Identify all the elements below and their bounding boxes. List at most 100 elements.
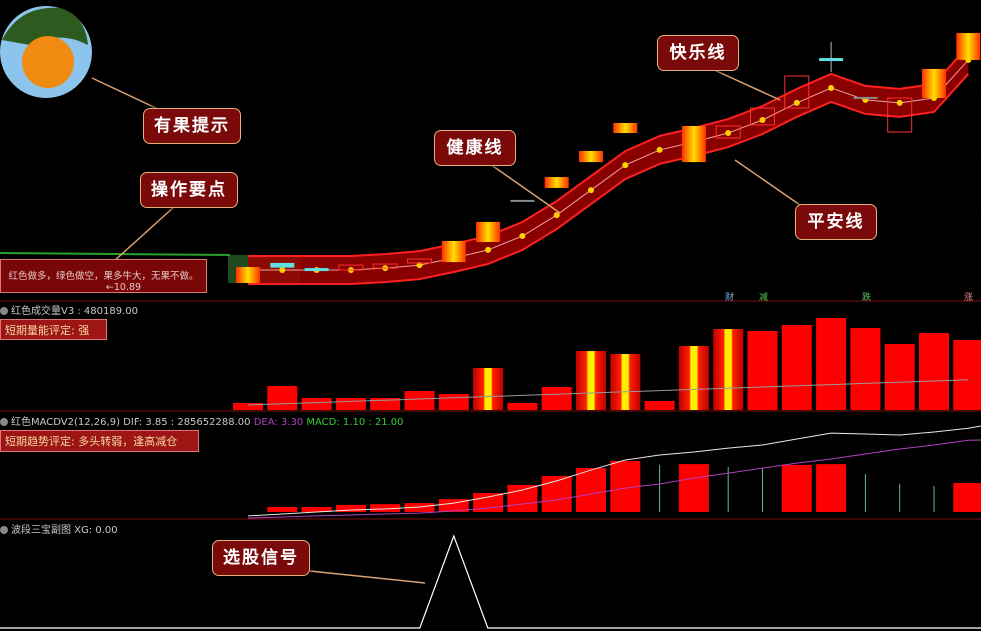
candle-hollow — [715, 125, 741, 139]
signal-die: 跌 — [862, 293, 872, 303]
happy-line — [248, 45, 970, 257]
candle-fruit — [441, 240, 466, 263]
volume-bar — [335, 398, 366, 410]
candle-fruit — [579, 150, 603, 163]
pointer-select — [299, 569, 426, 584]
ribbon — [248, 45, 969, 285]
macd-bar — [678, 464, 709, 512]
candle-fruit — [613, 122, 638, 134]
callout-happy-line: 快乐线 — [657, 35, 739, 71]
macd-bar — [541, 475, 572, 512]
volume-bar — [678, 346, 709, 410]
callout-select-signal: 选股信号 — [212, 540, 310, 576]
panel-settings-icon[interactable] — [0, 307, 8, 315]
health-dot — [759, 117, 766, 123]
volume-bars — [233, 318, 981, 410]
volume-bar — [850, 328, 881, 410]
macd-title-text: 红色MACDV2(12,26,9) — [11, 417, 120, 428]
health-dot — [588, 187, 594, 194]
xg-title-text: 波段三宝副图 XG: 0.00 — [11, 525, 118, 536]
callout-safe-line: 平安线 — [795, 204, 877, 240]
callout-key-points: 操作要点 — [140, 172, 238, 208]
xg-line — [0, 534, 981, 629]
volume-bar — [747, 331, 778, 410]
health-dot — [725, 130, 732, 137]
volume-bar — [781, 325, 812, 410]
volume-bar — [301, 398, 332, 410]
safe-line — [248, 73, 970, 285]
volume-bar — [507, 403, 538, 410]
volume-bar — [644, 401, 675, 410]
volume-ma-line — [247, 379, 969, 406]
pointer-happy — [711, 68, 781, 101]
health-dot — [519, 233, 526, 240]
dea-line — [247, 439, 981, 519]
macd-bar — [404, 503, 435, 512]
candle-hollow — [372, 263, 398, 269]
macd-bar — [438, 499, 469, 512]
macd-bar — [267, 507, 298, 512]
volume-bar — [713, 329, 744, 410]
macd-bars — [247, 425, 981, 519]
candle-hollow — [407, 258, 432, 264]
health-dot — [279, 267, 286, 273]
pointer-safe — [734, 159, 801, 206]
volume-bar — [404, 391, 435, 410]
dif-value: DIF: 3.85 : 285652288.00 — [123, 417, 251, 428]
health-dot — [622, 162, 629, 169]
volume-panel-title: 红色成交量V3 : 480189.00 — [0, 302, 138, 317]
macd-bar — [781, 464, 812, 512]
health-dot — [485, 246, 492, 253]
candle-dash — [853, 96, 878, 99]
health-dot — [828, 84, 835, 91]
candle-hollow — [887, 97, 913, 133]
volume-bar — [884, 344, 915, 410]
hint-box: 红色做多，绿色做空，果多牛大，无果不做。 ←10.89 — [0, 259, 207, 293]
volume-bar — [816, 318, 847, 410]
candle-fruit — [681, 125, 706, 163]
panel-settings-icon[interactable] — [0, 418, 8, 426]
xg-signal — [0, 534, 981, 629]
volume-bar — [233, 403, 263, 410]
signal-cai: 财 — [725, 293, 735, 303]
candles — [236, 33, 981, 284]
candle-hollow — [338, 264, 364, 271]
dea-value: DEA: 3.30 — [253, 417, 304, 428]
signal-zhang: 涨 — [964, 293, 974, 303]
health-dot — [896, 99, 903, 106]
candle-doji — [819, 58, 844, 62]
macd-bar — [576, 468, 606, 512]
candle-fruit — [956, 33, 981, 60]
pointer-health — [489, 163, 561, 214]
dif-line — [247, 425, 981, 517]
candle-doji — [304, 268, 329, 272]
macd-bar — [816, 464, 847, 512]
orange-logo — [0, 6, 92, 98]
candle-hollow — [784, 75, 810, 109]
candle-fruit — [922, 68, 946, 98]
candle-dash — [510, 199, 535, 202]
health-dot — [416, 262, 423, 269]
low-price-marker: ←10.89 — [105, 282, 142, 293]
volume-title-text: 红色成交量V3 : 480189.00 — [11, 306, 139, 317]
pointer-fruit — [91, 77, 161, 111]
panel-settings-icon[interactable] — [0, 526, 8, 534]
macd-bar — [301, 507, 332, 512]
volume-bar — [267, 386, 298, 410]
callout-pointers — [91, 68, 801, 584]
macd-bar — [507, 484, 538, 512]
volume-bar — [953, 340, 981, 410]
volume-rating: 短期量能评定: 强 — [0, 319, 107, 340]
health-dot — [553, 212, 560, 219]
xg-panel-title: 波段三宝副图 XG: 0.00 — [0, 521, 118, 536]
pointer-key-points — [112, 205, 176, 263]
volume-bar — [438, 394, 469, 410]
volume-bar — [370, 398, 401, 410]
volume-bar — [541, 387, 572, 410]
hint-text: 红色做多，绿色做空，果多牛大，无果不做。 — [8, 271, 199, 282]
health-line — [248, 59, 969, 271]
callout-health-line: 健康线 — [434, 130, 516, 166]
callout-fruit: 有果提示 — [143, 108, 241, 144]
macd-bar — [370, 504, 401, 512]
volume-bar — [610, 354, 641, 410]
